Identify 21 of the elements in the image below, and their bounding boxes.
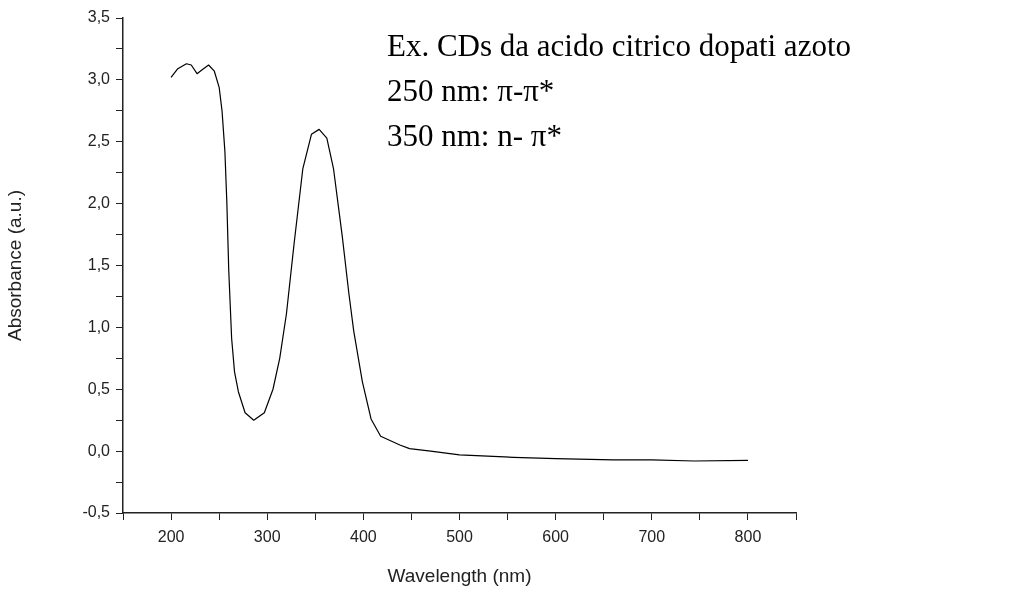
y-tick-label: 2,0 bbox=[87, 194, 111, 212]
x-tick-label: 500 bbox=[446, 528, 473, 546]
y-tick-label: 1,0 bbox=[87, 317, 111, 335]
annotation: Ex. CDs da acido citrico dopati azoto bbox=[387, 28, 852, 63]
x-tick-label: 600 bbox=[542, 528, 570, 546]
y-tick-label: 3,0 bbox=[87, 70, 111, 88]
y-tick-label: 2,5 bbox=[87, 132, 111, 150]
annotation: 250 nm: π-π* bbox=[387, 73, 555, 108]
y-tick-label: 1,5 bbox=[87, 255, 111, 273]
y-tick-label: -0,5 bbox=[82, 503, 111, 521]
y-tick-label: 3,5 bbox=[87, 8, 111, 26]
y-tick-label: 0,5 bbox=[87, 379, 111, 397]
x-tick-label: 400 bbox=[350, 528, 377, 546]
x-axis-title: Wavelength (nm) bbox=[387, 564, 532, 586]
annotation: 350 nm: n- π* bbox=[387, 118, 562, 153]
x-tick-label: 300 bbox=[253, 528, 281, 546]
x-tick-label: 800 bbox=[734, 528, 762, 546]
y-tick-label: 0,0 bbox=[87, 441, 111, 459]
x-tick-label: 200 bbox=[157, 528, 185, 546]
x-tick-label: 700 bbox=[638, 528, 666, 546]
y-axis-title: Absorbance (a.u.) bbox=[3, 189, 25, 342]
